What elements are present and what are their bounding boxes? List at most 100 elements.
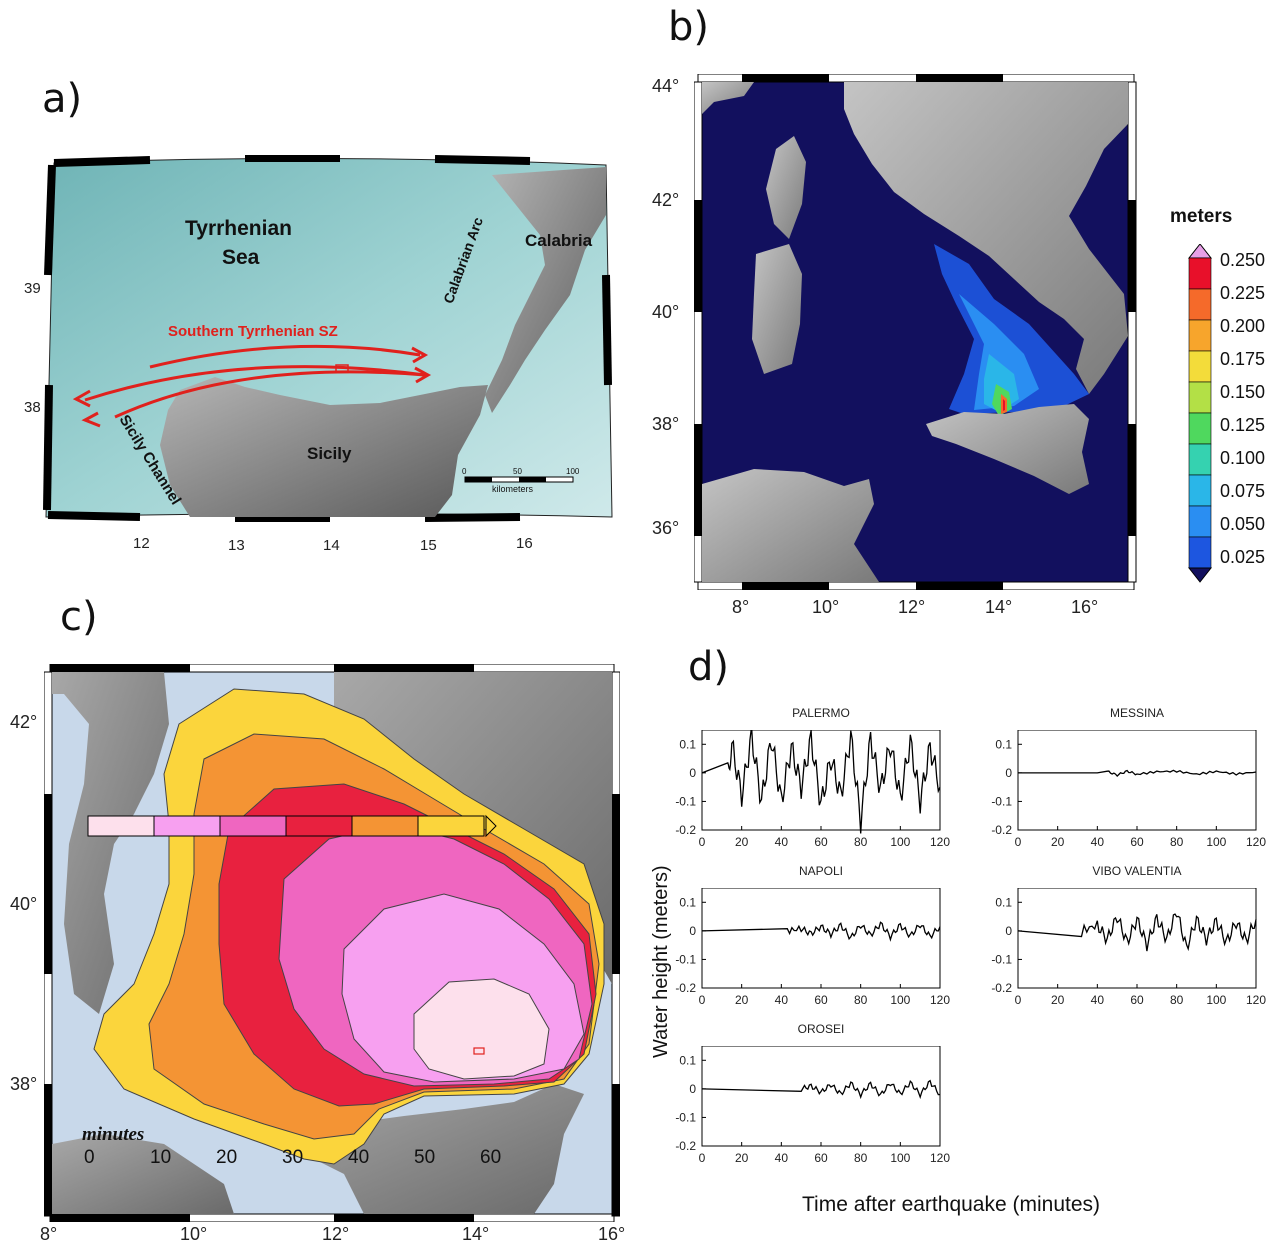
- plume-250: [1003, 399, 1005, 411]
- x-tick-label: 60: [814, 835, 828, 849]
- panel-d-letter: d): [688, 644, 729, 690]
- x-tick-label: 120: [930, 1151, 950, 1165]
- colorbar-cell: [1188, 505, 1212, 538]
- x-tick-label: 120: [1246, 993, 1266, 1007]
- y-tick-label: -0.2: [675, 981, 696, 995]
- label-sea: Sea: [222, 246, 260, 269]
- x-tick-label: 60: [1130, 993, 1144, 1007]
- colorbar-label: 0.025: [1220, 547, 1266, 567]
- label-sz: Southern Tyrrhenian SZ: [168, 323, 338, 340]
- a-lon-12: 12: [133, 535, 150, 552]
- y-tick-label: -0.1: [991, 794, 1012, 808]
- y-tick-label: 0.1: [679, 1053, 696, 1067]
- d-xlabel: Time after earthquake (minutes): [802, 1193, 1101, 1216]
- legend-cell: [153, 815, 221, 837]
- corsica-land: [766, 136, 806, 239]
- c-lat-38: 38°: [10, 1074, 38, 1094]
- colorbar-label: 0.250: [1220, 250, 1266, 270]
- x-tick-label: 20: [735, 993, 749, 1007]
- x-tick-label: 40: [775, 1151, 789, 1165]
- scale-tick-0: 0: [462, 467, 467, 476]
- water-height-line: [701, 1079, 940, 1100]
- legend-cell: [351, 815, 419, 837]
- timeseries-plot: 0.10-0.1-0.20 20 40 60 80 100 120: [675, 730, 950, 849]
- water-height-line: [1018, 769, 1257, 778]
- label-calabria: Calabria: [525, 231, 593, 250]
- legend-tick: 30: [282, 1147, 304, 1168]
- a-lat-38: 38: [24, 399, 41, 416]
- timeseries-plot: 0.10-0.1-0.20 20 40 60 80 100 120: [991, 888, 1266, 1007]
- b-lon-8: 8°: [732, 597, 750, 617]
- colorbar-label: 0.100: [1220, 448, 1266, 468]
- y-tick-label: 0: [1005, 766, 1012, 780]
- c-lon-10: 10°: [180, 1224, 208, 1244]
- x-tick-label: 80: [1170, 835, 1184, 849]
- legend-cell: [219, 815, 287, 837]
- c-lat-42: 42°: [10, 712, 38, 732]
- a-lon-13: 13: [228, 537, 245, 554]
- x-tick-label: 20: [1051, 835, 1065, 849]
- legend-tick: 20: [216, 1147, 238, 1168]
- plot-frame: [701, 888, 941, 989]
- colorbar-label: 0.150: [1220, 382, 1266, 402]
- colorbar-label: 0.050: [1220, 514, 1266, 534]
- legend-tick: 60: [480, 1147, 502, 1168]
- x-tick-label: 20: [735, 835, 749, 849]
- b-lat-44: 44°: [652, 76, 680, 96]
- colorbar-label: 0.125: [1220, 415, 1266, 435]
- y-tick-label: 0: [689, 924, 696, 938]
- panel-b-letter: b): [668, 4, 709, 50]
- legend-tick: 0: [84, 1147, 95, 1168]
- y-tick-label: 0.1: [679, 737, 696, 751]
- legend-tick: 40: [348, 1147, 370, 1168]
- a-lat-39: 39: [24, 280, 41, 297]
- x-tick-label: 40: [775, 835, 789, 849]
- x-tick-label: 40: [1091, 993, 1105, 1007]
- y-tick-label: 0: [689, 1082, 696, 1096]
- legend-cell: [87, 815, 155, 837]
- colorbar-cell: [1188, 350, 1212, 383]
- legend-tick: 50: [414, 1147, 436, 1168]
- panel-b-map: [694, 74, 1137, 590]
- colorbar-label: 0.075: [1220, 481, 1266, 501]
- africa-land: [702, 469, 879, 582]
- station-title: PALERMO: [792, 706, 850, 720]
- c-lon-14: 14°: [462, 1224, 490, 1244]
- plume-025: [934, 244, 1089, 414]
- legend-cell: [417, 815, 485, 837]
- x-tick-label: 40: [775, 993, 789, 1007]
- colorbar-cell: [1188, 257, 1212, 290]
- y-tick-label: -0.2: [675, 823, 696, 837]
- y-tick-label: -0.1: [675, 1110, 696, 1124]
- station-title: OROSEI: [797, 1022, 845, 1036]
- scale-tick-50: 50: [513, 467, 522, 476]
- colorbar-label: 0.200: [1220, 316, 1266, 336]
- a-lon-15: 15: [420, 537, 437, 554]
- plot-frame: [701, 730, 941, 831]
- x-tick-label: 100: [1206, 835, 1226, 849]
- water-height-line: [1017, 913, 1257, 952]
- x-tick-label: 120: [930, 993, 950, 1007]
- colorbar-cell: [1188, 536, 1212, 569]
- x-tick-label: 120: [930, 835, 950, 849]
- y-tick-label: -0.1: [991, 952, 1012, 966]
- x-tick-label: 80: [854, 835, 868, 849]
- plume-050: [959, 294, 1039, 410]
- c-lon-12: 12°: [322, 1224, 350, 1244]
- colorbar-title: meters: [1170, 206, 1233, 227]
- b-lat-42: 42°: [652, 190, 680, 210]
- legend-c-title: minutes: [82, 1124, 145, 1145]
- panel-a-letter: a): [42, 76, 83, 122]
- x-tick-label: 20: [1051, 993, 1065, 1007]
- timeseries-plot: 0.10-0.1-0.20 20 40 60 80 100 120: [991, 730, 1266, 849]
- plot-frame: [1017, 888, 1257, 989]
- colorbar-cell: [1188, 474, 1212, 507]
- c-lon-16: 16°: [598, 1224, 626, 1244]
- plume-075: [984, 354, 1019, 412]
- x-tick-label: 60: [814, 993, 828, 1007]
- panel-a-map: [43, 155, 613, 522]
- scale-unit: kilometers: [492, 484, 534, 494]
- y-tick-label: 0.1: [995, 737, 1012, 751]
- scale-tick-100: 100: [566, 467, 580, 476]
- water-height-line: [701, 921, 941, 942]
